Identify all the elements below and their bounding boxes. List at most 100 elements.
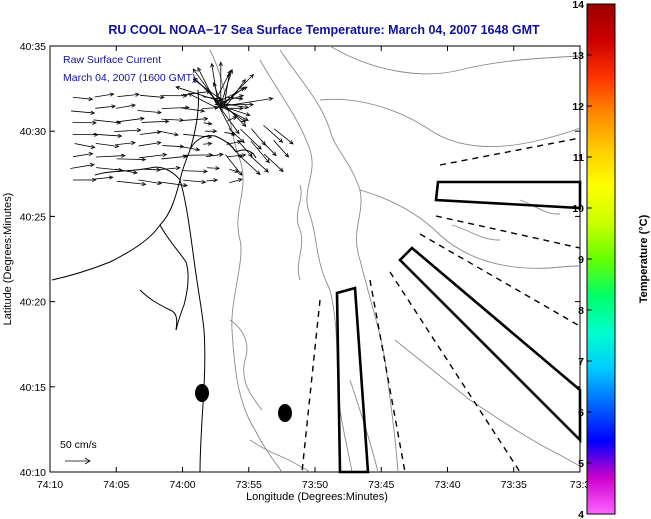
current-arrow — [180, 146, 201, 152]
current-arrow — [240, 128, 262, 150]
colorbar-tick-label: 8 — [578, 305, 584, 317]
surface-current-vectors — [70, 61, 294, 188]
current-arrow — [224, 78, 246, 108]
current-arrow — [197, 66, 218, 107]
legend-line-1: Raw Surface Current — [63, 54, 161, 66]
x-tick-label: 73:50 — [302, 479, 328, 491]
current-arrow — [187, 93, 216, 108]
current-arrow — [202, 105, 220, 110]
y-tick-label: 40:25 — [20, 211, 46, 223]
legend-line-2: March 04, 2007 (1600 GMT) — [63, 72, 195, 84]
bathymetry-contours — [209, 46, 580, 472]
marker-dot-2 — [278, 404, 292, 422]
scale-label: 50 cm/s — [60, 439, 97, 451]
current-arrow — [250, 140, 270, 164]
current-arrow — [116, 180, 147, 187]
lane-southeast — [398, 246, 582, 444]
current-arrow — [95, 153, 126, 158]
current-arrow — [218, 61, 223, 102]
lane-south — [335, 286, 370, 474]
current-arrow — [70, 163, 95, 169]
current-arrow — [114, 128, 142, 133]
colorbar-tick-label: 7 — [578, 356, 584, 368]
current-arrow — [206, 166, 221, 171]
current-arrow — [261, 140, 277, 157]
colorbar-tick-label: 14 — [572, 0, 584, 11]
current-arrow — [203, 141, 213, 146]
current-arrow — [214, 100, 240, 135]
current-arrow — [72, 177, 97, 183]
colorbar-tick-label: 4 — [578, 509, 584, 519]
current-arrow — [229, 168, 240, 173]
x-axis-ticks: 74:10 74:05 74:00 73:55 73:50 73:45 73:40 73:35… — [37, 46, 590, 491]
y-tick-label: 40:30 — [20, 126, 46, 138]
marker-dot-1 — [195, 384, 209, 402]
y-tick-label: 40:35 — [20, 41, 46, 53]
current-arrow — [95, 104, 117, 109]
current-arrow — [263, 124, 284, 143]
current-arrow — [219, 99, 247, 127]
lane-east — [434, 180, 582, 210]
current-arrow — [94, 92, 115, 98]
current-arrow — [141, 119, 170, 124]
current-arrow — [250, 155, 269, 173]
current-arrow — [183, 179, 207, 185]
current-arrow — [175, 85, 220, 102]
y-tick-label: 40:15 — [20, 382, 46, 394]
x-axis-label: Longitude (Degrees:Minutes) — [246, 491, 388, 503]
scale-arrow — [65, 457, 91, 465]
current-arrow — [273, 128, 294, 145]
colorbar-tick-label: 12 — [572, 101, 584, 113]
current-arrow — [218, 94, 245, 104]
current-arrow — [116, 157, 147, 162]
current-arrow — [95, 142, 120, 149]
current-arrow — [138, 152, 168, 159]
chart-title: RU COOL NOAA−17 Sea Surface Temperature:… — [108, 23, 540, 37]
current-arrow — [158, 130, 179, 137]
current-arrow — [74, 143, 96, 149]
colorbar-tick-label: 11 — [573, 152, 584, 164]
current-arrow — [214, 69, 232, 102]
current-arrow — [216, 86, 248, 103]
current-arrow — [180, 107, 206, 113]
current-arrow — [263, 153, 284, 173]
y-tick-label: 40:20 — [20, 297, 46, 309]
current-arrow — [273, 140, 290, 158]
current-arrow — [70, 110, 96, 115]
current-arrow — [141, 167, 162, 172]
y-tick-label: 40:10 — [20, 467, 46, 479]
colorbar-ticks: 4 5 6 7 8 9 10 11 12 13 14 — [572, 0, 592, 519]
colorbar-tick-label: 13 — [572, 50, 584, 62]
current-arrow — [117, 92, 140, 98]
current-arrow — [137, 110, 162, 115]
x-tick-label: 73:55 — [236, 479, 262, 491]
current-arrow — [73, 151, 94, 158]
x-tick-label: 73:40 — [434, 479, 460, 491]
colorbar-tick-label: 6 — [578, 407, 584, 419]
current-arrow — [238, 154, 261, 176]
y-axis-label: Latitude (Degrees:Minutes) — [2, 193, 14, 326]
plot-frame — [49, 45, 581, 473]
current-arrow — [203, 121, 213, 126]
current-arrow — [226, 153, 247, 158]
current-arrow — [116, 140, 136, 146]
y-axis-ticks: 40:35 40:30 40:25 40:20 40:15 40:10 — [20, 41, 580, 479]
current-arrow — [228, 128, 245, 144]
current-arrow — [237, 140, 253, 158]
colorbar-tick-label: 9 — [578, 254, 584, 266]
x-tick-label: 74:05 — [103, 479, 129, 491]
colorbar-tick-label: 5 — [578, 458, 584, 470]
colorbar-label: Temperature (°C) — [638, 214, 650, 303]
current-arrow — [205, 152, 224, 157]
current-arrow — [138, 140, 162, 147]
current-arrow — [204, 129, 218, 134]
coastline — [51, 89, 257, 473]
current-arrow — [210, 62, 219, 104]
x-tick-label: 73:35 — [501, 479, 527, 491]
current-arrow — [159, 165, 181, 171]
x-tick-label: 74:00 — [169, 479, 195, 491]
current-arrow — [219, 102, 250, 110]
current-arrow — [229, 106, 244, 111]
current-arrow — [225, 154, 243, 176]
